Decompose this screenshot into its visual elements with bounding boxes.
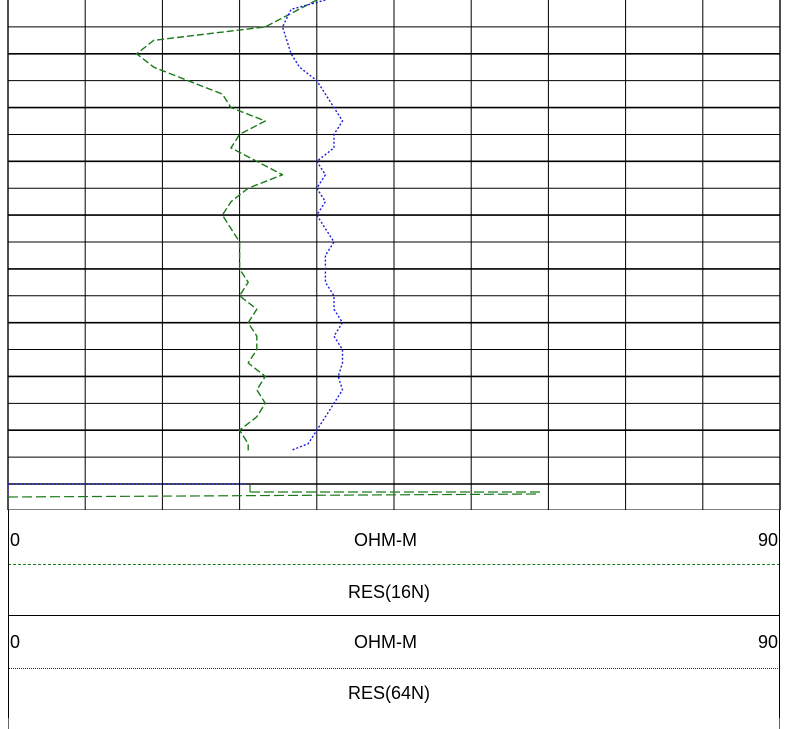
series-line-res64n <box>281 0 344 452</box>
scale-left-value: 0 <box>10 530 21 550</box>
page-edge-mark-right <box>779 718 780 729</box>
curve-header-res64n: 0 OHM-M 90 RES(64N) <box>8 615 780 718</box>
page-edge-mark <box>8 718 9 729</box>
header-divider <box>8 615 780 616</box>
series-line-res16n <box>135 0 318 451</box>
legend-line-res16n <box>8 564 780 565</box>
curve-name-label: RES(16N) <box>348 582 431 602</box>
legend-line-res64n <box>8 668 780 669</box>
grid <box>7 0 781 511</box>
series-tail-res16n-base <box>7 493 541 498</box>
scale-right-value: 90 <box>757 530 778 550</box>
scale-left-value: 0 <box>10 632 21 652</box>
scale-unit-label: OHM-M <box>354 632 417 652</box>
header-frame-left <box>8 510 9 718</box>
curve-header-res16n: 0 OHM-M 90 RES(16N) <box>8 510 780 615</box>
curve-name-label: RES(64N) <box>348 683 431 703</box>
scale-right-value: 90 <box>757 632 778 652</box>
scale-unit-label: OHM-M <box>354 530 417 550</box>
log-track-plot <box>7 0 781 511</box>
header-frame-right <box>779 510 780 718</box>
curves <box>7 0 541 498</box>
